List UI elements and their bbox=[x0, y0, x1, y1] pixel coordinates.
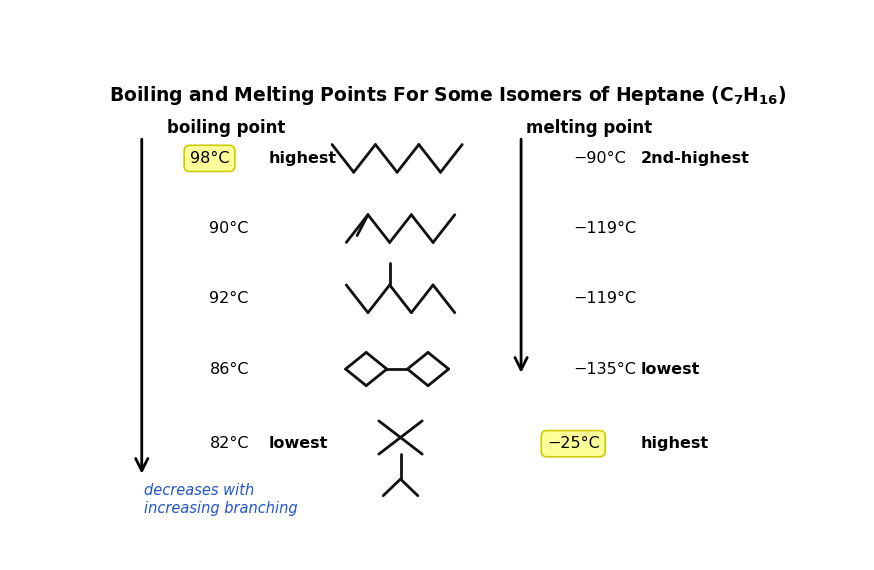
Text: −90°C: −90°C bbox=[573, 151, 626, 166]
Text: 82°C: 82°C bbox=[210, 436, 249, 451]
Text: 98°C: 98°C bbox=[190, 151, 229, 166]
Text: 92°C: 92°C bbox=[210, 291, 249, 306]
Text: −119°C: −119°C bbox=[573, 221, 636, 236]
Text: 2nd-highest: 2nd-highest bbox=[641, 151, 750, 166]
Text: 86°C: 86°C bbox=[210, 361, 249, 377]
Text: highest: highest bbox=[268, 151, 336, 166]
Text: highest: highest bbox=[641, 436, 709, 451]
Text: melting point: melting point bbox=[526, 119, 652, 137]
Text: −25°C: −25°C bbox=[547, 436, 600, 451]
Text: boiling point: boiling point bbox=[167, 119, 285, 137]
Text: lowest: lowest bbox=[641, 361, 700, 377]
Text: −135°C: −135°C bbox=[573, 361, 636, 377]
Text: −119°C: −119°C bbox=[573, 291, 636, 306]
Text: 90°C: 90°C bbox=[210, 221, 249, 236]
Text: decreases with
increasing branching: decreases with increasing branching bbox=[144, 483, 298, 515]
Text: $\mathbf{Boiling\ and\ Melting\ Points\ For\ Some\ Isomers\ of\ Heptane\ (C_7H_{: $\mathbf{Boiling\ and\ Melting\ Points\ … bbox=[109, 84, 787, 107]
Text: lowest: lowest bbox=[268, 436, 328, 451]
